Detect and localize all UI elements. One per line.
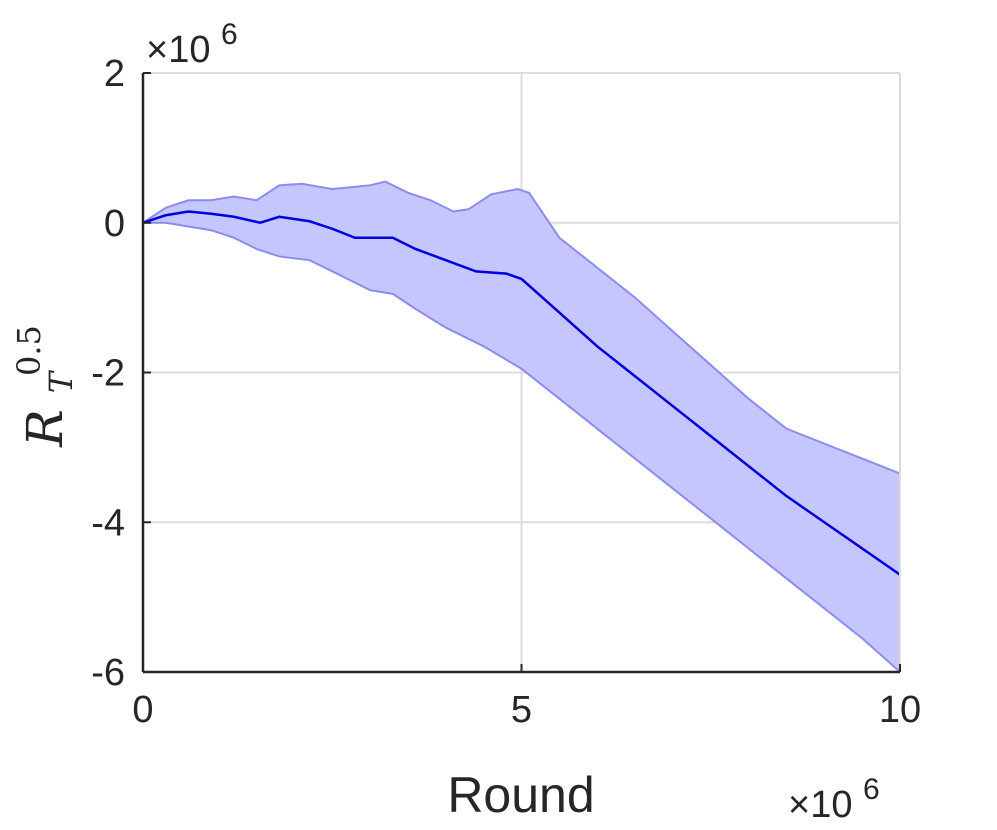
y-axis-multiplier: ×10 6 [146,18,238,71]
x-axis-label: Round [447,767,594,823]
y-axis-label-superscript: 0.5 [10,325,48,376]
x-axis-multiplier-exponent: 6 [863,773,880,806]
band-lower-edge [143,221,901,673]
y-tick-label-2: -2 [91,353,125,395]
y-tick-label-3: 0 [104,203,125,245]
x-tick-label-1: 5 [511,689,532,731]
y-axis-label-base: R [16,409,74,448]
y-axis-multiplier-exponent: 6 [221,18,238,51]
x-axis-multiplier-base: ×10 [788,784,852,826]
x-tick-label-0: 0 [132,689,153,731]
tick-labels: 0 5 10 -6 -4 -2 0 2 [91,53,921,731]
series-line-0 [142,210,901,576]
band-upper-edge [142,180,901,475]
y-tick-label-4: 2 [104,53,125,95]
axes [141,72,901,674]
y-axis-label-subscript: T [42,369,80,393]
y-axis-multiplier-base: ×10 [146,29,210,71]
svg-text:R T 0.5: R T 0.5 [10,325,84,448]
x-tick-label-2: 10 [879,689,921,731]
series-line-layer [142,210,901,576]
y-tick-label-1: -4 [91,502,125,544]
y-axis-label: R T 0.5 [10,325,84,448]
y-tick-label-0: -6 [91,652,125,694]
x-axis-multiplier: ×10 6 [788,773,880,826]
grid [143,73,900,672]
